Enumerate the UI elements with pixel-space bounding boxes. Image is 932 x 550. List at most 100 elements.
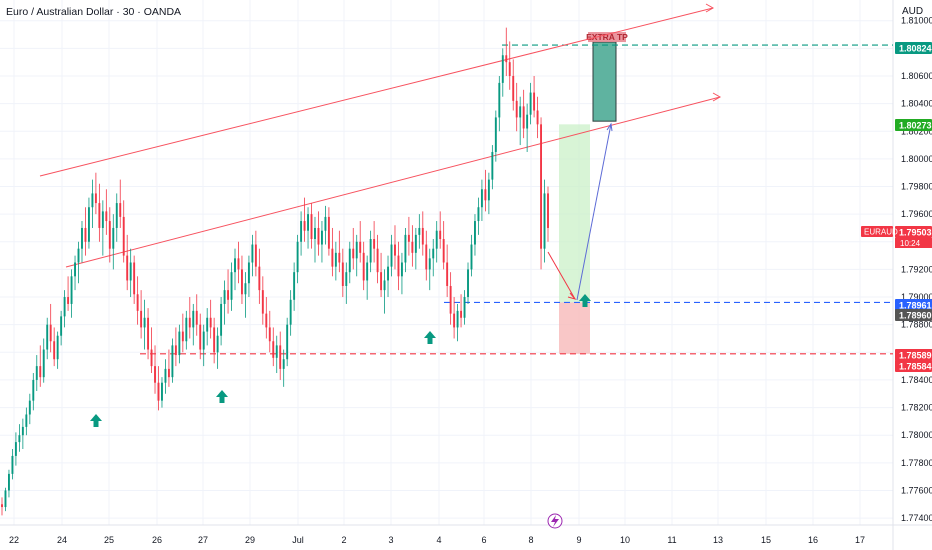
price-tag-value: 1.80273 — [899, 121, 932, 131]
x-tick-label: 16 — [808, 535, 818, 545]
candle-body — [400, 262, 403, 277]
candle-body — [519, 106, 522, 118]
y-tick-label: 1.80000 — [901, 154, 932, 164]
y-tick-label: 1.79000 — [901, 292, 932, 302]
channel-lower-arrow — [712, 92, 722, 102]
candle-body — [293, 272, 296, 300]
candle-body — [220, 303, 223, 336]
candle-body — [227, 290, 230, 300]
symbol-label: EURAUD — [864, 228, 898, 237]
extra-tp-box — [592, 41, 617, 122]
candle-body — [449, 285, 452, 314]
price-tag-value: 1.78584 — [899, 362, 932, 372]
candle-body — [209, 317, 212, 328]
candle-body — [4, 490, 7, 508]
candle-body — [91, 193, 94, 208]
candle-body — [376, 248, 379, 273]
y-tick-label: 1.78000 — [901, 430, 932, 440]
x-tick-label: 3 — [388, 535, 393, 545]
candle-body — [387, 266, 389, 281]
price-tag-value: 1.78589 — [899, 351, 932, 361]
candle-body — [362, 252, 365, 281]
candle-body — [18, 435, 21, 443]
candle-body — [143, 317, 146, 328]
candle-body — [230, 272, 233, 300]
x-tick-label: 15 — [761, 535, 771, 545]
x-tick-label: 9 — [576, 535, 581, 545]
price-tag-value: 1.78960 — [899, 311, 932, 321]
candle-body — [108, 221, 111, 249]
candle-body — [317, 227, 320, 245]
x-tick-label: 26 — [152, 535, 162, 545]
candle-body — [515, 100, 518, 118]
projection-down-arrow — [567, 292, 577, 300]
candle-body — [414, 234, 417, 253]
candle-body — [477, 207, 480, 222]
candle-body — [307, 214, 309, 231]
candle-body — [42, 349, 45, 378]
candle-body — [157, 382, 160, 401]
candle-body — [411, 241, 414, 253]
candle-body — [543, 193, 546, 249]
profit-zone — [559, 124, 590, 303]
candle-body — [425, 244, 428, 270]
candle-body — [536, 110, 539, 125]
candle-body — [39, 366, 42, 378]
y-tick-label: 1.80600 — [901, 71, 932, 81]
candle-body — [505, 55, 508, 63]
candle-body — [63, 297, 66, 317]
candle-body — [407, 234, 410, 242]
price-tag — [895, 119, 932, 131]
candle-body — [352, 248, 355, 259]
lightning-icon-bolt — [551, 515, 559, 527]
currency-label: AUD — [902, 6, 924, 17]
candle-body — [282, 359, 285, 369]
candle-body — [14, 442, 17, 456]
x-tick-label: 25 — [104, 535, 114, 545]
x-tick-label: 17 — [855, 535, 865, 545]
candle-body — [453, 313, 456, 328]
candle-body — [327, 216, 330, 249]
candle-body — [244, 283, 247, 295]
candle-body — [446, 262, 449, 286]
candle-body — [289, 299, 292, 325]
candle-body — [320, 230, 323, 245]
candle-body — [49, 324, 52, 342]
up-arrow-marker — [90, 414, 102, 427]
candle-body — [254, 244, 257, 267]
price-tag — [895, 226, 932, 238]
price-tag-value: 1.80824 — [899, 44, 932, 54]
candle-body — [341, 262, 344, 286]
candle-body — [147, 317, 150, 350]
candle-body — [272, 341, 275, 358]
candle-body — [463, 297, 466, 318]
extra-tp-annotation: EXTRA TP — [586, 32, 628, 42]
candle-body — [237, 258, 240, 270]
price-tag — [895, 42, 932, 54]
candle-body — [192, 310, 195, 328]
y-tick-label: 1.78200 — [901, 403, 932, 413]
x-tick-label: 2 — [341, 535, 346, 545]
candle-body — [167, 368, 170, 378]
y-tick-label: 1.79600 — [901, 209, 932, 219]
candle-body — [547, 193, 549, 228]
candle-body — [241, 269, 243, 295]
candle-body — [369, 239, 372, 263]
candle-body — [540, 124, 543, 249]
projection-down-path — [547, 251, 576, 300]
candle-body — [206, 317, 209, 332]
candle-body — [303, 221, 306, 231]
candle-body — [498, 82, 501, 118]
candle-body — [202, 331, 205, 350]
candle-body — [418, 227, 421, 235]
candle-body — [470, 244, 473, 270]
chart-title: Euro / Australian Dollar · 30 · OANDA — [6, 6, 182, 18]
candle-body — [11, 455, 14, 474]
candle-body — [522, 106, 525, 129]
candle-body — [67, 297, 70, 304]
x-tick-label: 22 — [9, 535, 19, 545]
candle-body — [56, 335, 59, 360]
symbol-tag — [861, 226, 893, 237]
x-tick-label: 11 — [667, 535, 676, 545]
